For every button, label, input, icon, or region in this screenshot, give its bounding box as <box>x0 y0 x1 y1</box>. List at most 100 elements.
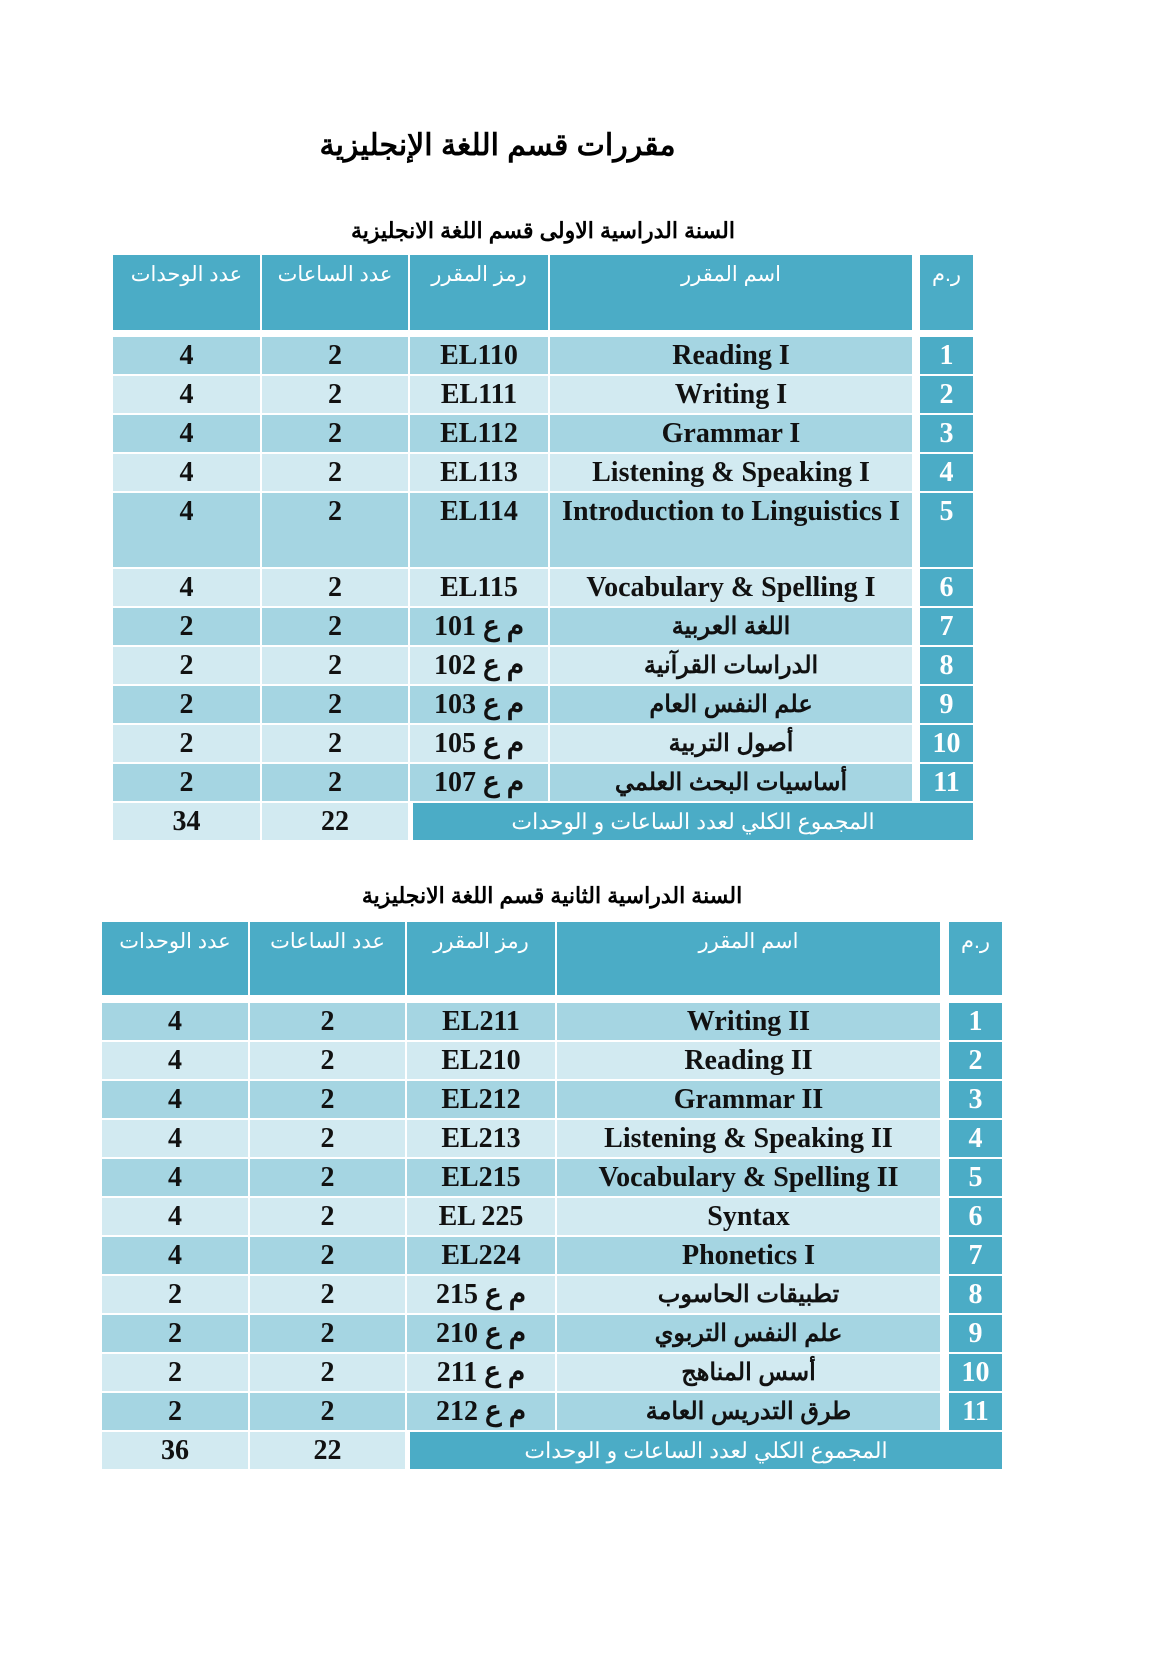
cell-units: 2 <box>113 764 260 801</box>
total-label: المجموع الكلي لعدد الساعات و الوحدات <box>413 803 973 840</box>
cell-units: 4 <box>113 376 260 413</box>
cell-hours: 2 <box>250 1120 405 1157</box>
cell-name: Grammar II <box>557 1081 940 1118</box>
cell-units: 2 <box>102 1393 248 1430</box>
cell-hours: 2 <box>262 647 408 684</box>
cell-hours: 2 <box>262 376 408 413</box>
cell-code: EL111 <box>410 376 548 413</box>
page-title: مقررات قسم اللغة الإنجليزية <box>319 129 676 162</box>
cell-name: طرق التدريس العامة <box>557 1393 940 1430</box>
cell-no: 5 <box>949 1159 1002 1196</box>
cell-name: Reading I <box>550 337 912 374</box>
cell-no: 7 <box>949 1237 1002 1274</box>
cell-units: 4 <box>113 569 260 606</box>
cell-hours: 2 <box>250 1198 405 1235</box>
table-2-subtitle: السنة الدراسية الثانية قسم اللغة الانجلي… <box>361 883 743 908</box>
cell-hours: 2 <box>262 415 408 452</box>
header-code: رمز المقرر <box>407 922 555 995</box>
cell-no: 4 <box>920 454 973 491</box>
cell-code: م ع 107 <box>410 764 548 801</box>
cell-no: 2 <box>949 1042 1002 1079</box>
header-hours: عدد الساعات <box>250 922 405 995</box>
cell-name: Vocabulary & Spelling I <box>550 569 912 606</box>
total-units: 34 <box>113 803 260 840</box>
header-units: عدد الوحدات <box>102 922 248 995</box>
cell-name: Introduction to Linguistics I <box>550 493 912 567</box>
cell-code: م ع 212 <box>407 1393 555 1430</box>
total-hours: 22 <box>250 1432 405 1469</box>
cell-code: EL 225 <box>407 1198 555 1235</box>
cell-hours: 2 <box>262 764 408 801</box>
cell-hours: 2 <box>262 608 408 645</box>
cell-code: م ع 101 <box>410 608 548 645</box>
cell-units: 2 <box>113 647 260 684</box>
cell-name: Syntax <box>557 1198 940 1235</box>
header-no: ر.م <box>920 255 973 330</box>
header-hours: عدد الساعات <box>262 255 408 330</box>
cell-name: Reading II <box>557 1042 940 1079</box>
cell-units: 2 <box>102 1276 248 1313</box>
header-code: رمز المقرر <box>410 255 548 330</box>
cell-name: أصول التربية <box>550 725 912 762</box>
cell-no: 9 <box>949 1315 1002 1352</box>
cell-hours: 2 <box>250 1042 405 1079</box>
cell-no: 9 <box>920 686 973 723</box>
cell-name: علم النفس التربوي <box>557 1315 940 1352</box>
cell-code: EL213 <box>407 1120 555 1157</box>
cell-no: 2 <box>920 376 973 413</box>
cell-code: EL114 <box>410 493 548 567</box>
cell-code: م ع 210 <box>407 1315 555 1352</box>
cell-code: EL110 <box>410 337 548 374</box>
cell-hours: 2 <box>250 1276 405 1313</box>
cell-no: 10 <box>920 725 973 762</box>
cell-units: 4 <box>102 1081 248 1118</box>
total-units: 36 <box>102 1432 248 1469</box>
cell-hours: 2 <box>250 1393 405 1430</box>
cell-units: 2 <box>102 1315 248 1352</box>
cell-hours: 2 <box>262 454 408 491</box>
cell-hours: 2 <box>250 1237 405 1274</box>
cell-no: 11 <box>949 1393 1002 1430</box>
cell-units: 4 <box>113 454 260 491</box>
cell-name: Writing I <box>550 376 912 413</box>
table-1-subtitle: السنة الدراسية الاولى قسم اللغة الانجليز… <box>351 218 735 243</box>
header-no: ر.م <box>949 922 1002 995</box>
cell-code: EL112 <box>410 415 548 452</box>
cell-no: 4 <box>949 1120 1002 1157</box>
cell-hours: 2 <box>262 337 408 374</box>
cell-units: 2 <box>113 725 260 762</box>
cell-no: 1 <box>949 1003 1002 1040</box>
cell-code: EL115 <box>410 569 548 606</box>
cell-name: Vocabulary & Spelling II <box>557 1159 940 1196</box>
cell-name: Phonetics I <box>557 1237 940 1274</box>
cell-units: 4 <box>102 1159 248 1196</box>
cell-no: 7 <box>920 608 973 645</box>
cell-no: 6 <box>949 1198 1002 1235</box>
total-hours: 22 <box>262 803 408 840</box>
cell-units: 4 <box>113 493 260 567</box>
cell-code: EL113 <box>410 454 548 491</box>
cell-units: 4 <box>102 1237 248 1274</box>
header-name: اسم المقرر <box>550 255 912 330</box>
cell-name: Grammar I <box>550 415 912 452</box>
cell-name: اللغة العربية <box>550 608 912 645</box>
cell-name: تطبيقات الحاسوب <box>557 1276 940 1313</box>
cell-no: 1 <box>920 337 973 374</box>
cell-units: 4 <box>102 1042 248 1079</box>
cell-name: الدراسات القرآنية <box>550 647 912 684</box>
cell-code: م ع 103 <box>410 686 548 723</box>
cell-no: 5 <box>920 493 973 567</box>
cell-name: Listening & Speaking II <box>557 1120 940 1157</box>
cell-units: 4 <box>102 1120 248 1157</box>
cell-hours: 2 <box>250 1354 405 1391</box>
cell-no: 3 <box>920 415 973 452</box>
cell-code: EL212 <box>407 1081 555 1118</box>
cell-code: م ع 105 <box>410 725 548 762</box>
cell-no: 6 <box>920 569 973 606</box>
cell-no: 11 <box>920 764 973 801</box>
cell-name: أسس المناهج <box>557 1354 940 1391</box>
cell-hours: 2 <box>262 569 408 606</box>
cell-name: أساسيات البحث العلمي <box>550 764 912 801</box>
cell-hours: 2 <box>250 1159 405 1196</box>
